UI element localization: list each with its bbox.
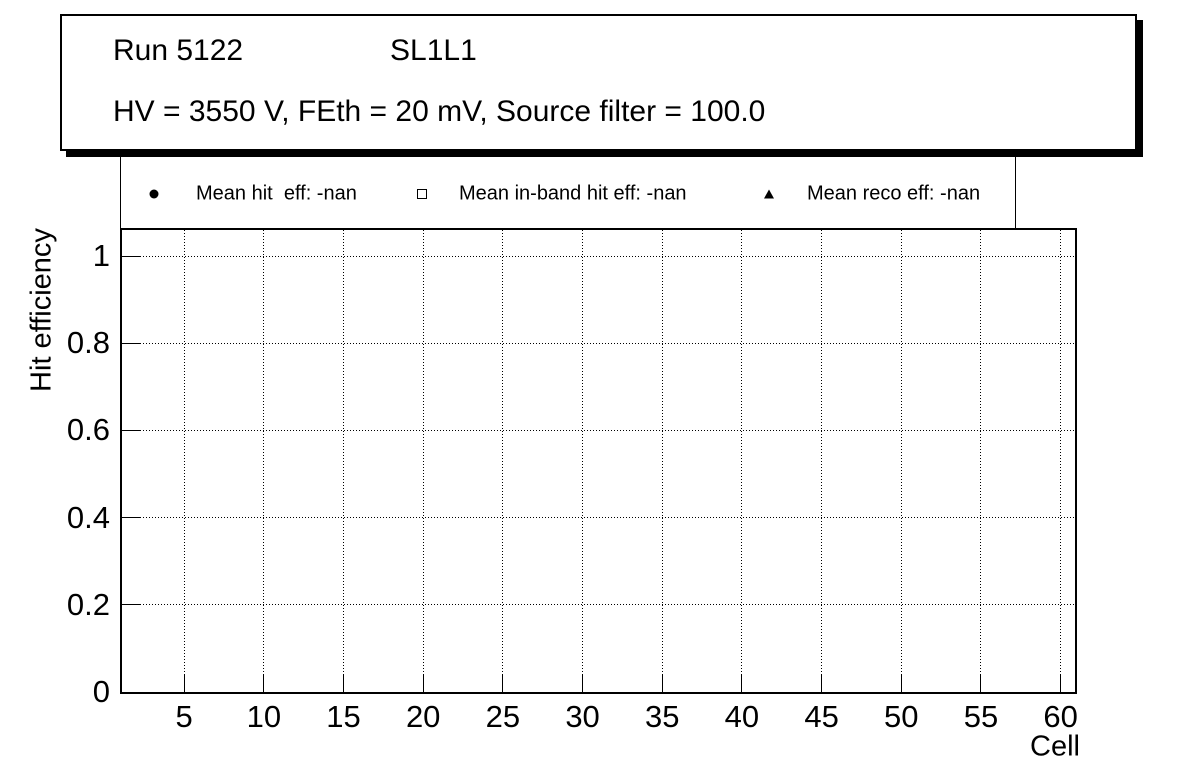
x-axis-tick [183, 674, 185, 692]
grid-line-vertical [980, 230, 982, 692]
grid-line-vertical [502, 230, 504, 692]
x-axis-tick [661, 674, 663, 692]
x-axis-tick [1060, 674, 1062, 692]
y-tick-label: 0 [92, 674, 110, 709]
x-axis-tick [582, 674, 584, 692]
run-title: Run 5122 [113, 34, 244, 67]
x-axis-title: Cell [1030, 730, 1080, 763]
plot-frame [120, 228, 1077, 694]
x-tick-label: 30 [565, 699, 600, 734]
y-axis-tick [122, 342, 140, 344]
filled-circle-icon [149, 189, 159, 199]
x-tick-label: 55 [963, 699, 999, 734]
y-tick-label: 0.4 [66, 499, 110, 535]
grid-line-vertical [343, 230, 345, 692]
y-tick-label: 1 [92, 238, 110, 274]
grid-line-horizontal [122, 429, 1075, 431]
title-box: Run 5122 SL1L1 HV = 3550 V, FEth = 20 mV… [60, 14, 1137, 151]
x-tick-label: 40 [724, 699, 760, 734]
y-axis-title: Hit efficiency [25, 228, 58, 392]
x-axis-tick [741, 674, 743, 692]
legend-entry-label: Mean in-band hit eff: -nan [459, 182, 687, 205]
y-tick-label: 0.6 [66, 412, 110, 448]
x-axis-tick [900, 674, 902, 692]
y-axis-tick [122, 517, 140, 519]
grid-line-vertical [422, 230, 424, 692]
grid-line-horizontal [122, 604, 1075, 606]
grid-line-vertical [821, 230, 823, 692]
grid-line-horizontal [122, 517, 1075, 519]
x-tick-label: 50 [884, 699, 919, 734]
y-axis-tick [122, 429, 140, 431]
conditions-title: HV = 3550 V, FEth = 20 mV, Source filter… [113, 95, 766, 128]
x-tick-label: 35 [644, 699, 680, 734]
grid-line-vertical [741, 230, 743, 692]
filled-triangle-icon [764, 189, 774, 199]
grid-line-vertical [1060, 230, 1062, 692]
x-axis-tick [343, 674, 345, 692]
x-tick-label: 20 [405, 699, 441, 734]
legend-entry-label: Mean hit eff: -nan [196, 182, 357, 205]
grid-line-vertical [661, 230, 663, 692]
grid-line-horizontal [122, 255, 1075, 257]
legend-box: Mean hit eff: -nan Mean in-band hit eff:… [120, 152, 1016, 229]
x-axis-tick [263, 674, 265, 692]
x-tick-label: 60 [1043, 699, 1078, 734]
y-axis-tick [122, 255, 140, 257]
grid-line-vertical [183, 230, 185, 692]
x-tick-label: 45 [804, 699, 839, 734]
x-axis-tick [502, 674, 504, 692]
grid-line-vertical [263, 230, 265, 692]
x-axis-tick [821, 674, 823, 692]
x-tick-label: 15 [326, 699, 361, 734]
x-axis-tick [422, 674, 424, 692]
chamber-title: SL1L1 [390, 34, 477, 67]
x-tick-label: 5 [175, 699, 193, 734]
grid-line-vertical [582, 230, 584, 692]
y-tick-label: 0.2 [66, 586, 110, 622]
x-tick-label: 10 [246, 699, 282, 734]
y-tick-label: 0.8 [66, 325, 110, 361]
grid-line-horizontal [122, 342, 1075, 344]
x-axis-tick [980, 674, 982, 692]
x-tick-label: 25 [485, 699, 521, 734]
y-axis-tick [122, 604, 140, 606]
open-square-icon [417, 189, 427, 199]
grid-line-vertical [900, 230, 902, 692]
legend-entry-label: Mean reco eff: -nan [807, 182, 981, 205]
